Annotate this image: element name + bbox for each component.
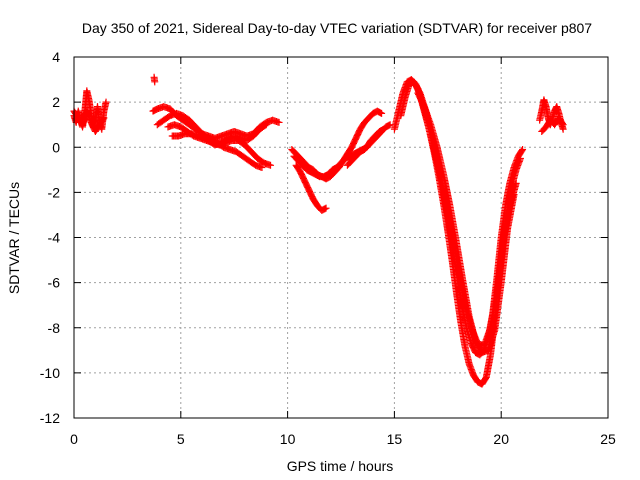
y-tick-label: 2 [52,94,60,110]
y-tick-label: 0 [52,139,60,155]
series-arc-09 [290,125,388,181]
x-tick-label: 5 [177,431,185,447]
data-point [510,191,518,199]
series-arc-03 [150,73,159,86]
y-tick-label: -4 [48,230,61,246]
y-tick-labels: -12 -10 -8 -6 -4 -2 0 2 4 [40,49,60,426]
data-point [258,164,266,172]
data-point-interp [558,120,566,128]
data-point [512,179,520,187]
y-tick-label: -2 [48,184,61,200]
y-tick-label: -6 [48,275,61,291]
y-tick-label: -12 [40,410,60,426]
data-point [322,204,330,212]
y-tick-label: -8 [48,320,61,336]
series-arc-02 [70,107,108,135]
data-point [151,78,159,86]
data-point [262,121,270,129]
x-tick-label: 0 [70,431,78,447]
x-axis-label: GPS time / hours [287,458,394,474]
x-tick-labels: 0 5 10 15 20 25 [70,431,616,447]
y-tick-label: -10 [40,365,60,381]
chart-title: Day 350 of 2021, Sidereal Day-to-day VTE… [82,20,592,36]
data-point [519,146,527,154]
series-arc-11 [343,121,394,169]
data-point [378,109,386,117]
data-point [559,121,567,129]
data-point [100,114,108,122]
y-axis-label: SDTVAR / TECUs [6,182,22,294]
series-arc-16 [536,96,567,133]
series-arc-10 [292,161,330,214]
data-point [102,98,110,106]
data-point [516,155,524,163]
data-points [70,73,567,388]
data-point-interp [518,147,526,155]
data-point [275,118,283,126]
series-arc-17 [538,114,567,135]
x-tick-label: 10 [280,431,296,447]
x-tick-label: 15 [387,431,403,447]
series-arc-15 [414,89,518,357]
series-arc-07 [168,130,266,172]
data-point-interp [99,115,107,123]
data-point-interp [261,122,269,130]
x-tick-label: 20 [493,431,509,447]
y-tick-label: 4 [52,49,60,65]
x-tick-label: 25 [600,431,616,447]
axis-ticks [73,56,609,419]
data-point [267,161,275,169]
